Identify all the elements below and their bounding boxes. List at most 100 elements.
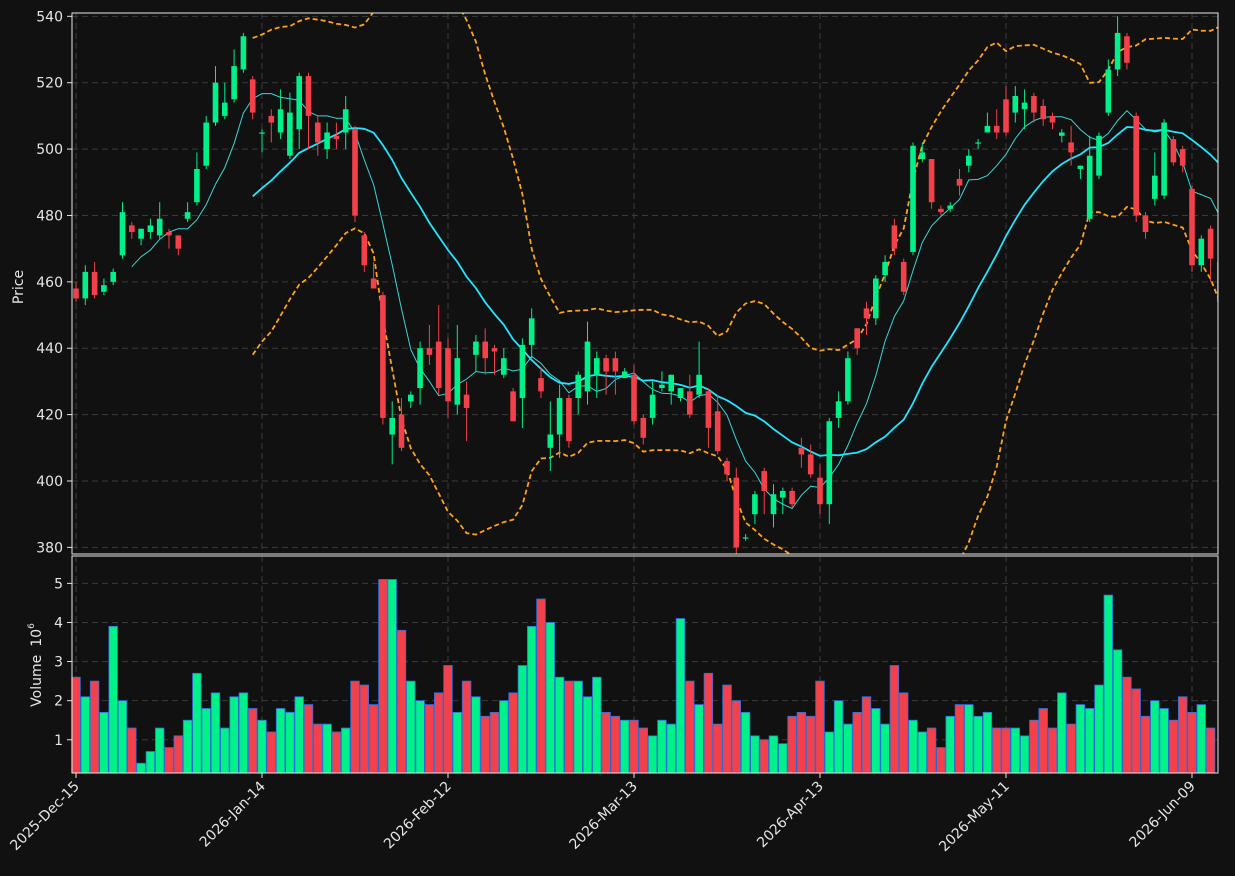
candle bbox=[482, 328, 488, 375]
volume-bar bbox=[201, 708, 211, 774]
candle-body bbox=[966, 155, 972, 166]
volume-bar bbox=[406, 680, 416, 774]
candle bbox=[212, 66, 219, 126]
candle-body bbox=[854, 328, 860, 349]
candle-body bbox=[817, 477, 823, 505]
volume-bar bbox=[173, 735, 184, 774]
candle bbox=[938, 205, 944, 216]
volume-bar bbox=[192, 672, 202, 774]
candle bbox=[845, 351, 851, 405]
candle-body bbox=[1133, 115, 1139, 216]
candle bbox=[73, 281, 79, 302]
candle-body bbox=[147, 225, 154, 233]
candle-body bbox=[435, 341, 442, 389]
volume-bar bbox=[489, 711, 500, 774]
candle-body bbox=[408, 394, 414, 402]
candle-body bbox=[1040, 105, 1046, 120]
volume-bar bbox=[1038, 708, 1048, 774]
candle bbox=[1170, 135, 1177, 166]
candle-body bbox=[882, 261, 888, 276]
volume-bar bbox=[657, 719, 667, 774]
volume-bar bbox=[1057, 692, 1067, 774]
candle bbox=[333, 122, 340, 150]
candle bbox=[640, 414, 647, 445]
volume-bar bbox=[638, 727, 649, 774]
volume-bar bbox=[424, 704, 435, 774]
candle bbox=[268, 109, 275, 143]
candle-body bbox=[1142, 215, 1149, 233]
candle-body bbox=[1114, 32, 1121, 70]
volume-bar bbox=[964, 704, 974, 774]
volume-bar bbox=[378, 579, 388, 774]
candle-body bbox=[910, 145, 916, 252]
candle bbox=[919, 142, 926, 163]
candle bbox=[603, 354, 609, 395]
candle-body bbox=[621, 371, 628, 379]
candle-body bbox=[454, 358, 461, 405]
candle-body bbox=[603, 358, 609, 372]
candle-body bbox=[1198, 238, 1205, 266]
volume-bar bbox=[164, 747, 174, 774]
candle bbox=[1049, 112, 1056, 130]
volume-bar bbox=[536, 598, 546, 774]
price-tick-label: 540 bbox=[36, 9, 63, 25]
volume-bars bbox=[71, 579, 1216, 774]
candle-body bbox=[315, 122, 321, 143]
candle bbox=[1003, 86, 1009, 136]
candle-body bbox=[705, 391, 712, 428]
volume-bar bbox=[229, 696, 239, 774]
candle bbox=[631, 364, 637, 425]
candle-body bbox=[426, 348, 433, 355]
candle bbox=[733, 467, 740, 554]
volume-bar bbox=[1085, 708, 1095, 774]
volume-bar bbox=[778, 743, 788, 774]
candle bbox=[296, 72, 302, 150]
volume-bar bbox=[824, 731, 835, 774]
candle-body bbox=[975, 142, 981, 144]
candle-body bbox=[510, 391, 516, 422]
volume-bar bbox=[71, 676, 81, 774]
candle bbox=[1059, 129, 1065, 143]
volume-bar bbox=[1112, 649, 1123, 774]
volume-panel-frame bbox=[71, 555, 1219, 774]
candle-body bbox=[594, 358, 600, 375]
candle bbox=[696, 341, 702, 399]
candle bbox=[1179, 145, 1186, 173]
candle bbox=[110, 268, 116, 286]
candle-body bbox=[556, 398, 563, 435]
volume-bar bbox=[573, 680, 583, 774]
volume-bar bbox=[936, 747, 946, 774]
candle-body bbox=[398, 414, 405, 448]
candle bbox=[817, 464, 823, 515]
candle-body bbox=[761, 471, 767, 491]
candle bbox=[519, 338, 526, 428]
volume-bar bbox=[499, 700, 509, 774]
candle bbox=[510, 388, 516, 422]
volume-bar bbox=[294, 696, 304, 774]
candle-body bbox=[649, 394, 656, 418]
volume-bar bbox=[359, 684, 370, 774]
volume-bar bbox=[136, 762, 146, 774]
candle-body bbox=[900, 261, 907, 292]
price-panel-frame bbox=[71, 12, 1219, 555]
volume-bar bbox=[554, 676, 565, 774]
candle bbox=[556, 384, 563, 458]
volume-tick-label: 2 bbox=[54, 694, 63, 710]
candle bbox=[342, 95, 349, 150]
volume-bar bbox=[787, 715, 797, 774]
volume-bar bbox=[313, 723, 323, 774]
candle bbox=[594, 351, 600, 399]
candle bbox=[435, 305, 442, 395]
price-tick-label: 440 bbox=[36, 341, 63, 357]
price-tick-label: 520 bbox=[36, 76, 63, 92]
candle bbox=[649, 381, 656, 425]
volume-bar bbox=[759, 739, 769, 774]
candle-body bbox=[631, 374, 637, 422]
volume-bar bbox=[620, 719, 630, 774]
sma-slow-line bbox=[252, 126, 1218, 457]
candle-body bbox=[1124, 36, 1130, 63]
volume-bar bbox=[1178, 696, 1188, 774]
candle bbox=[1068, 125, 1074, 166]
volume-bar bbox=[601, 711, 611, 774]
volume-bar bbox=[182, 719, 193, 774]
